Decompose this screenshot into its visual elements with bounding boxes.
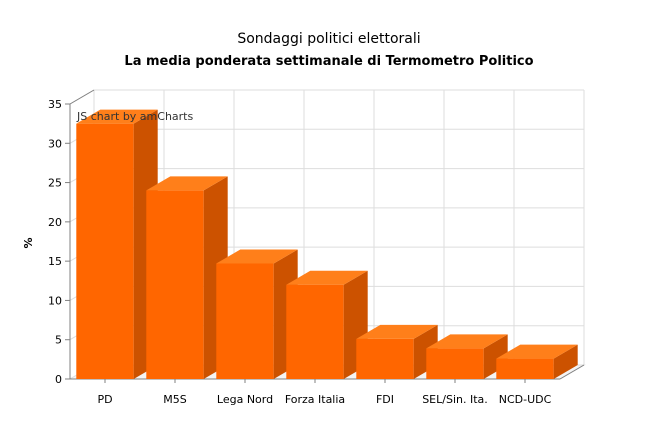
x-tick-label: Forza Italia bbox=[285, 393, 345, 406]
chart-title: Sondaggi politici elettorali bbox=[237, 31, 420, 47]
x-tick-label: NCD-UDC bbox=[499, 393, 552, 406]
y-tick-label: 15 bbox=[48, 255, 62, 268]
y-axis-label: % bbox=[22, 237, 35, 248]
bar-front bbox=[426, 348, 484, 379]
bar-top bbox=[356, 324, 438, 339]
x-tick-label: PD bbox=[97, 393, 112, 406]
bar bbox=[356, 324, 438, 379]
y-tick-label: 35 bbox=[48, 98, 62, 111]
x-tick-label: SEL/Sin. Ita. bbox=[422, 393, 488, 406]
bar-side bbox=[553, 344, 578, 379]
chart-subtitle: La media ponderata settimanale di Termom… bbox=[124, 54, 533, 69]
y-tick-label: 10 bbox=[48, 294, 62, 307]
bar-top bbox=[496, 344, 578, 359]
bar bbox=[76, 109, 158, 380]
bar bbox=[146, 176, 228, 379]
bar bbox=[496, 344, 578, 379]
bar-top bbox=[76, 109, 158, 124]
bar-top bbox=[216, 249, 298, 264]
bar-front bbox=[286, 284, 344, 379]
bar-top bbox=[146, 176, 228, 191]
x-tick-label: M5S bbox=[163, 393, 186, 406]
bar-front bbox=[76, 123, 134, 380]
y-tick-label: 0 bbox=[55, 373, 62, 386]
bar bbox=[216, 249, 298, 379]
bars bbox=[76, 109, 578, 380]
x-axis-depth bbox=[559, 364, 585, 380]
y-axis-depth bbox=[69, 89, 95, 105]
bar-front bbox=[216, 263, 274, 379]
tick-labels: 0 5 10 15 20 25 30 35 PD M5S Lega Nord Forza Italia… bbox=[48, 98, 552, 406]
bar bbox=[286, 270, 368, 379]
bar-top bbox=[286, 270, 368, 285]
bar-front bbox=[146, 190, 204, 379]
y-tick-label: 30 bbox=[48, 137, 62, 150]
bar-front bbox=[496, 358, 554, 379]
x-tick-label: Lega Nord bbox=[217, 393, 273, 406]
y-tick-label: 25 bbox=[48, 177, 62, 190]
bar-top bbox=[426, 334, 508, 349]
bar-front bbox=[356, 338, 414, 379]
x-tick-label: FDI bbox=[376, 393, 394, 406]
chart-credit[interactable]: JS chart by amCharts bbox=[76, 110, 193, 123]
y-tick-label: 20 bbox=[48, 216, 62, 229]
y-tick-label: 5 bbox=[55, 334, 62, 347]
